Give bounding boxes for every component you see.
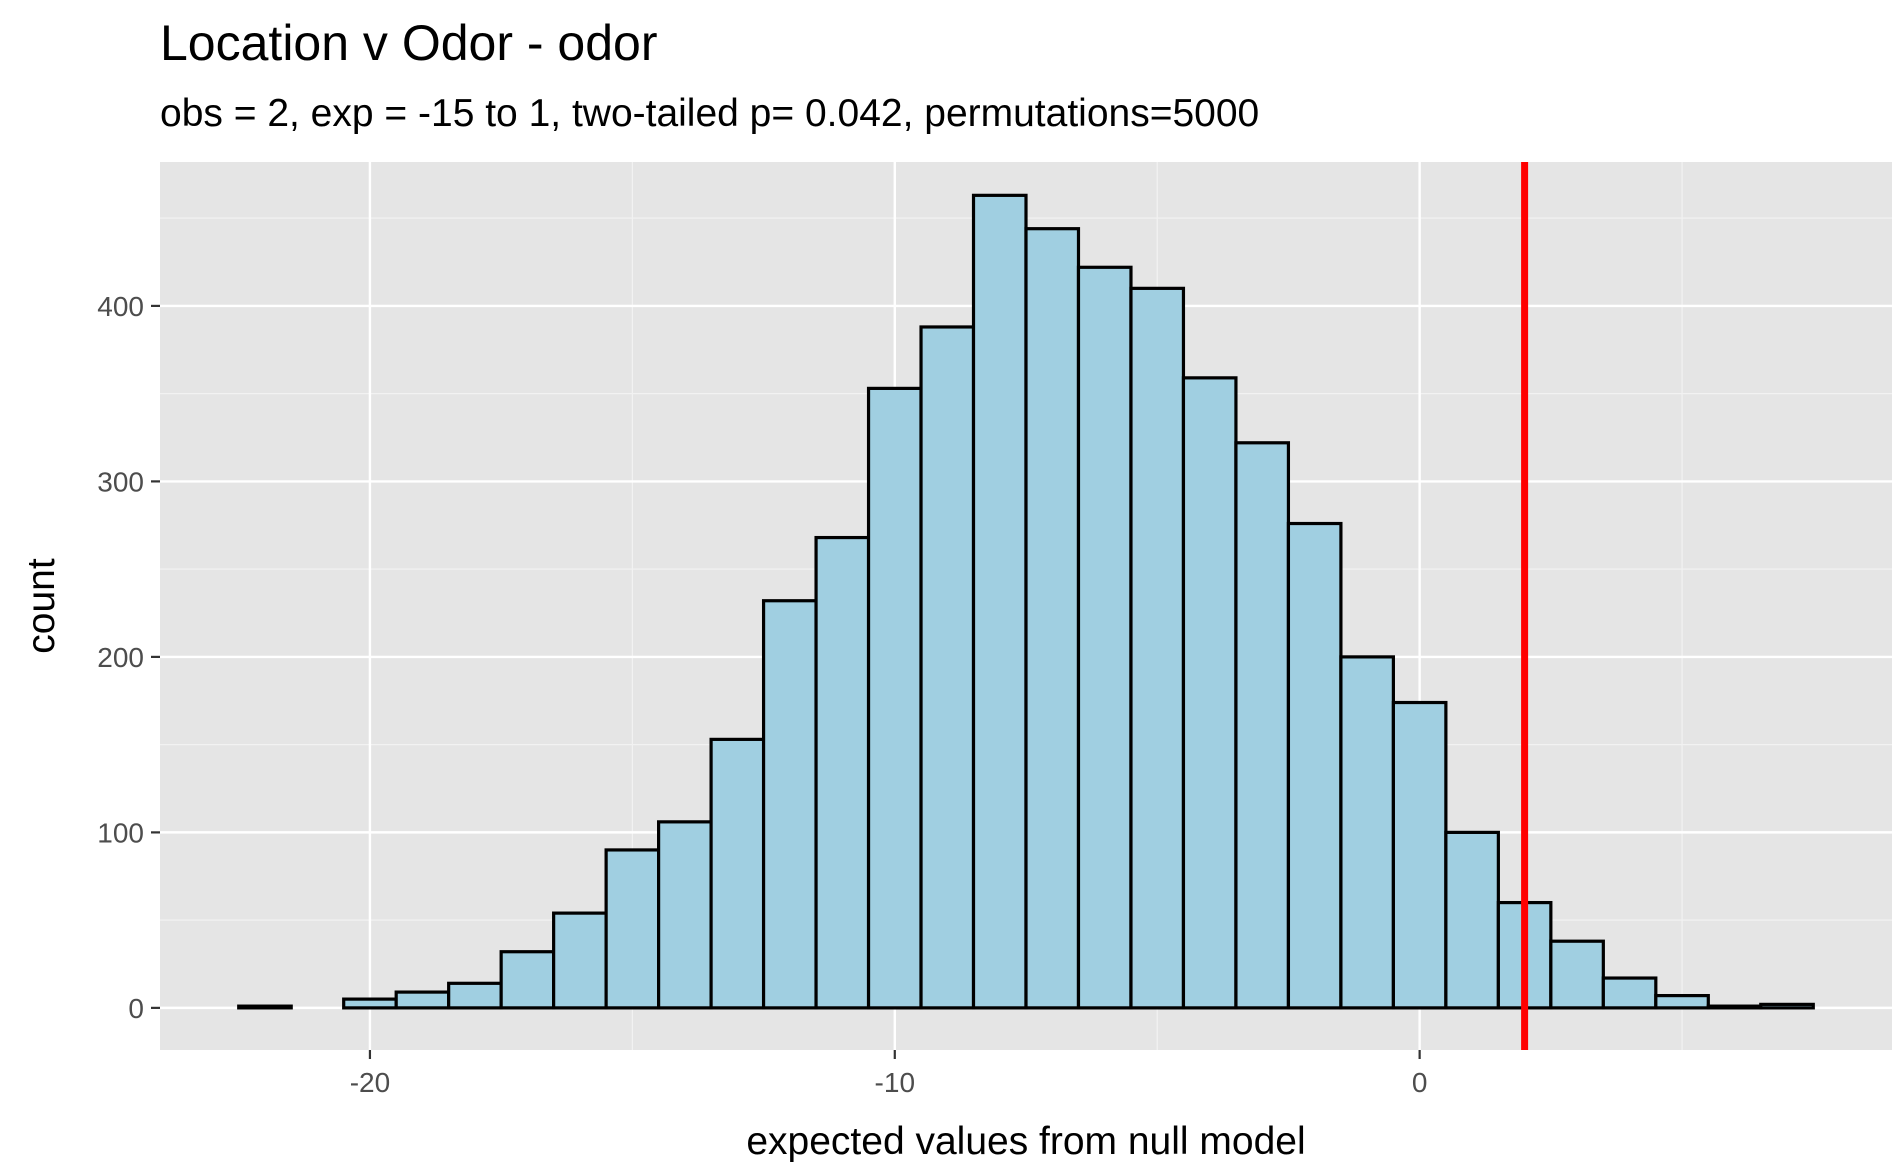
y-axis-ticks: 0 100 200 300 400 (97, 291, 160, 1024)
histogram-bar (1286, 521, 1343, 1010)
histogram-bar (1549, 939, 1605, 1010)
histogram-bar (1024, 227, 1081, 1010)
histogram-bar (1076, 265, 1133, 1010)
histogram-bar (604, 848, 661, 1010)
histogram-bar (1181, 376, 1238, 1010)
y-tick-label: 300 (97, 466, 144, 497)
histogram-bar (919, 325, 976, 1010)
histogram-bar (657, 820, 713, 1010)
histogram-bar (1654, 993, 1710, 1010)
histogram-bar (342, 997, 398, 1010)
histogram-bar (971, 193, 1028, 1010)
chart-subtitle: obs = 2, exp = -15 to 1, two-tailed p= 0… (160, 92, 1260, 135)
histogram-bar (1601, 976, 1658, 1010)
histogram-bar (866, 386, 923, 1010)
x-tick-label: 0 (1412, 1067, 1428, 1098)
histogram-bar (1391, 700, 1448, 1010)
chart-title: Location v Odor - odor (160, 15, 658, 71)
histogram-bar (552, 911, 608, 1010)
histogram-bar (761, 599, 818, 1010)
histogram-bar (1759, 1002, 1815, 1010)
histogram-bar (447, 981, 503, 1010)
histogram-bar (237, 1004, 293, 1010)
histogram-bar (499, 950, 556, 1010)
y-axis-title: count (20, 558, 63, 654)
histogram-bar (1444, 830, 1500, 1010)
histogram-bar (814, 535, 871, 1010)
y-tick-label: 400 (97, 291, 144, 322)
x-axis-title: expected values from null model (746, 1120, 1305, 1163)
y-tick-label: 200 (97, 642, 144, 673)
histogram-bar (1129, 286, 1186, 1010)
x-tick-label: -20 (350, 1067, 390, 1098)
histogram-bar (394, 990, 451, 1010)
histogram-bar (709, 737, 766, 1010)
x-tick-label: -10 (875, 1067, 915, 1098)
histogram-bar (1339, 655, 1395, 1010)
histogram-bar (1234, 441, 1291, 1010)
y-tick-label: 100 (97, 817, 144, 848)
y-tick-label: 0 (128, 993, 144, 1024)
x-axis-ticks: -20 -10 0 (350, 1050, 1428, 1098)
histogram-bar (1706, 1004, 1763, 1010)
